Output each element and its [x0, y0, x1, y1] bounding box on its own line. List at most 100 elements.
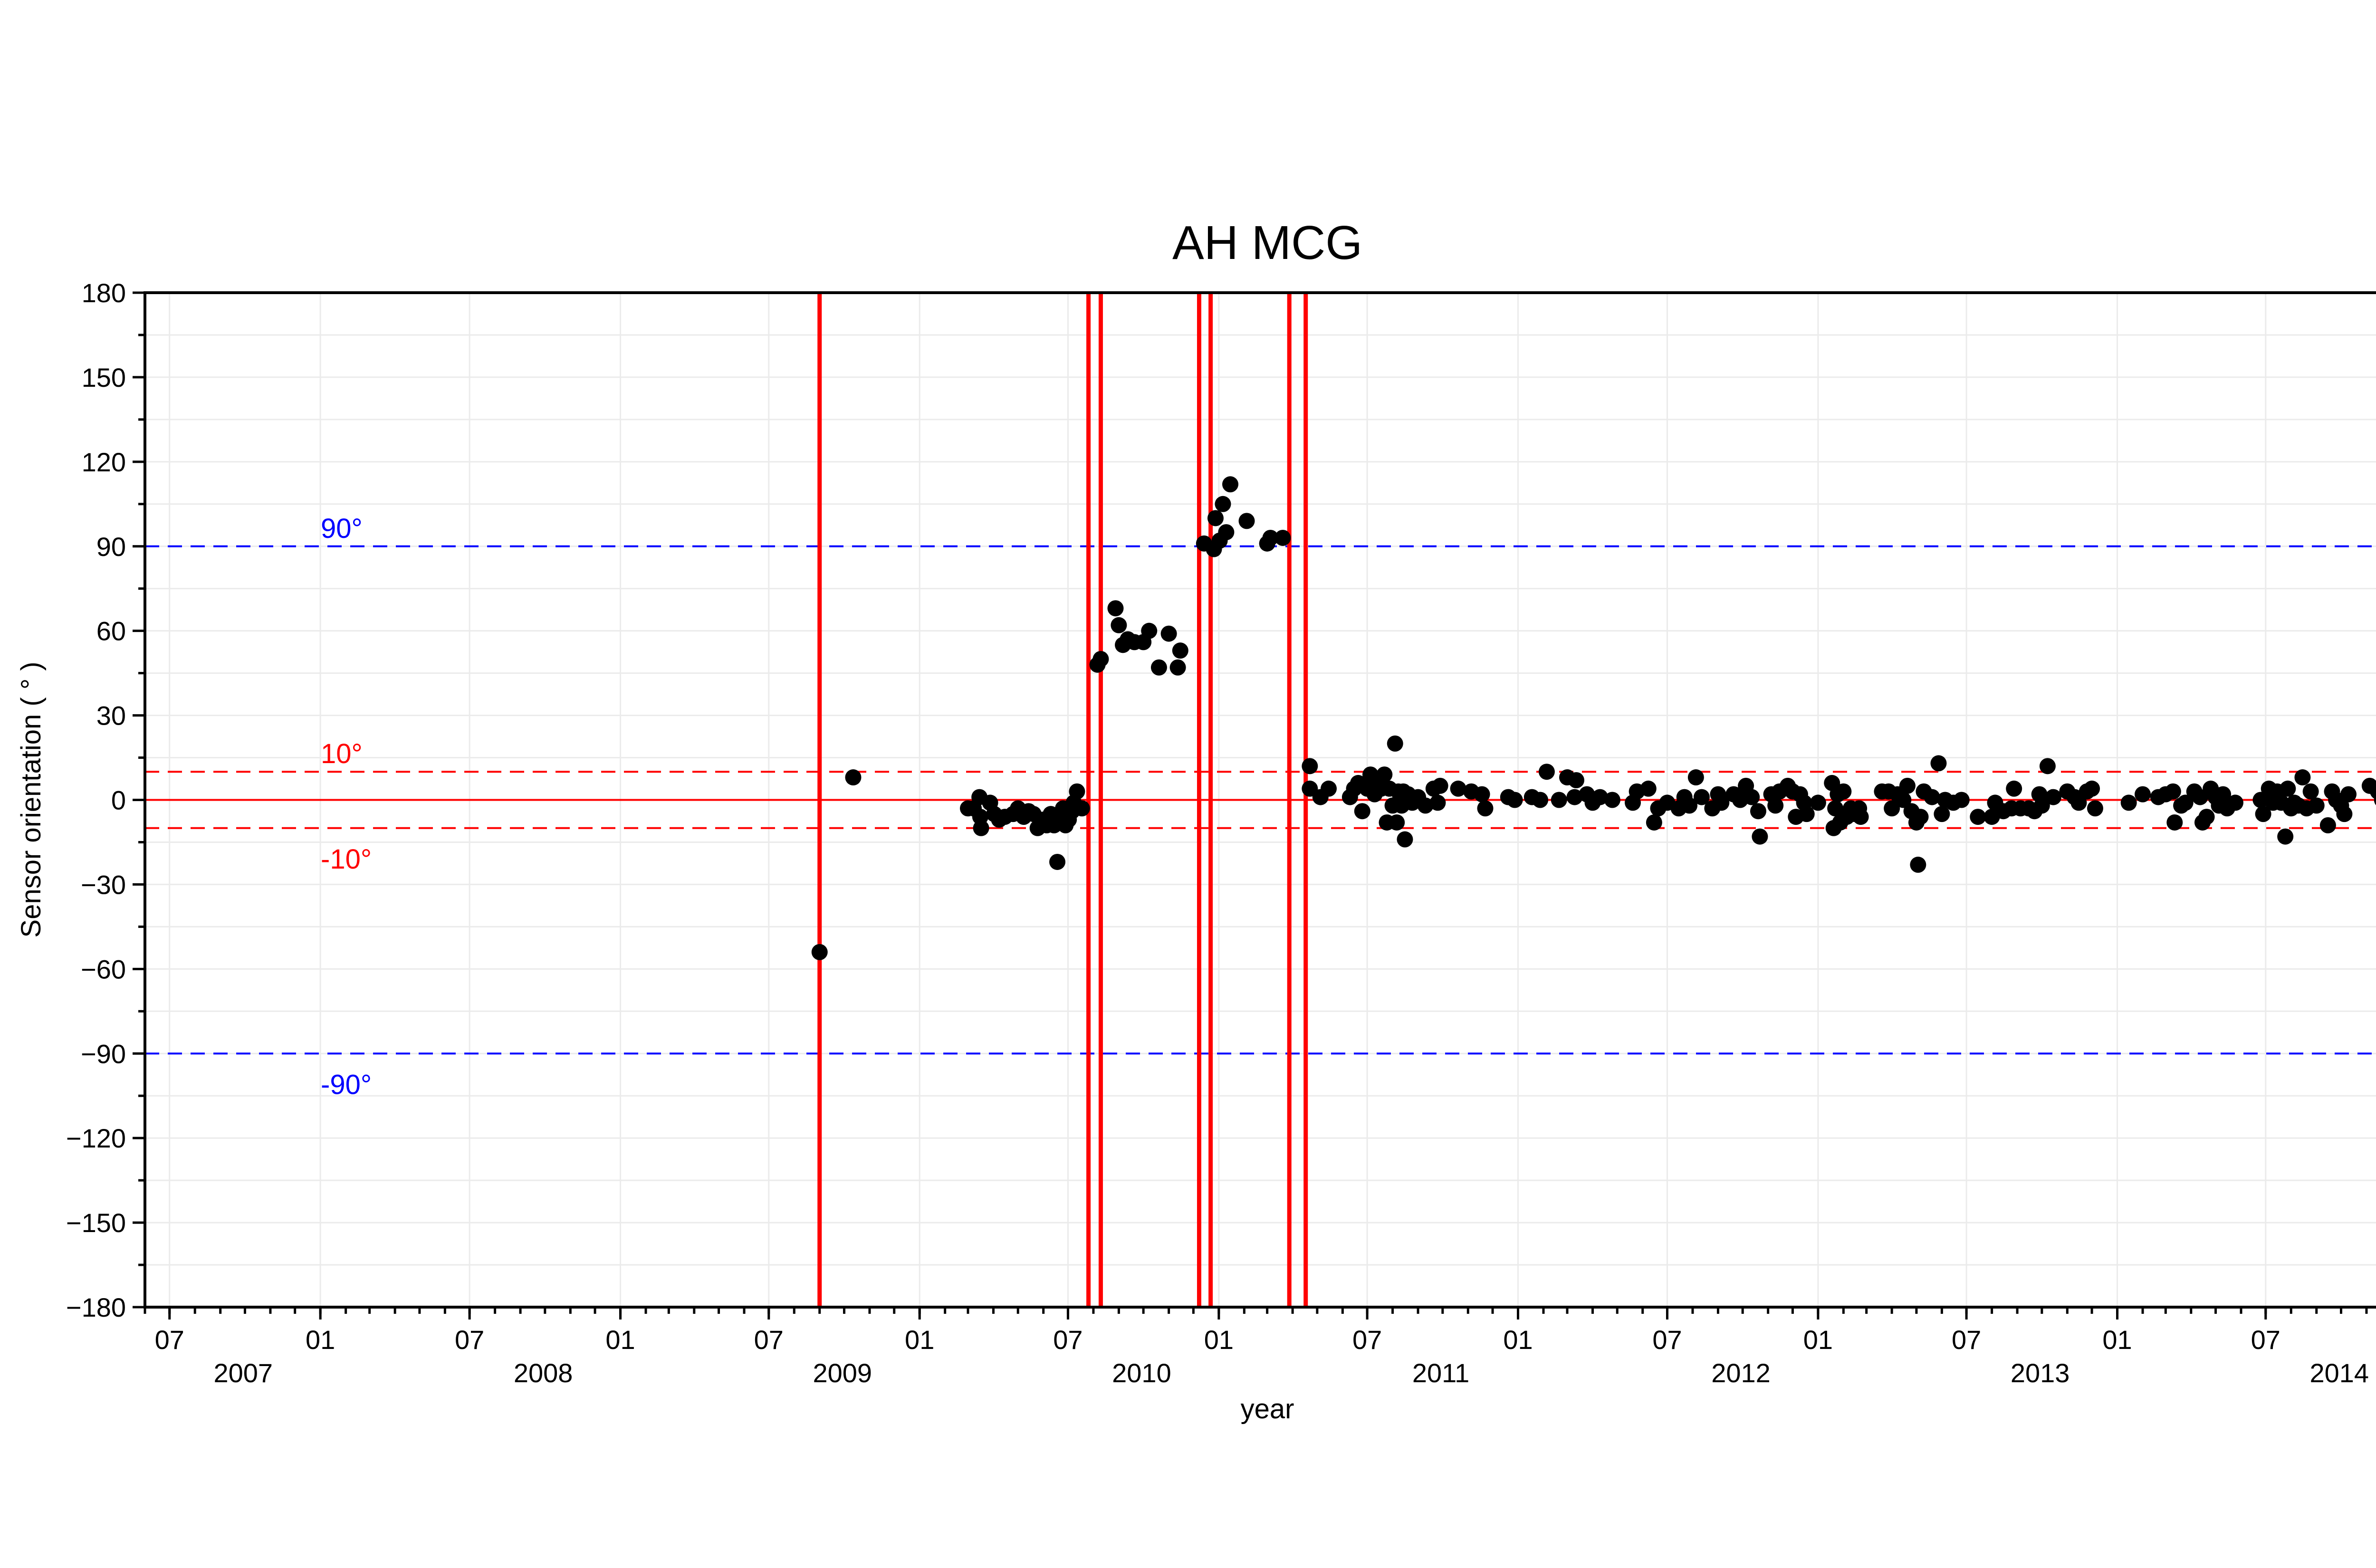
x-tick-year-label: 2008: [514, 1358, 573, 1388]
data-point: [1238, 513, 1255, 529]
data-point: [1111, 617, 1127, 633]
data-point: [2308, 797, 2325, 814]
x-tick-year-label: 2012: [1711, 1358, 1771, 1388]
data-point: [1538, 764, 1555, 780]
data-point: [1207, 510, 1224, 526]
data-point: [1417, 797, 1434, 814]
x-tick-month-label: 01: [2102, 1325, 2132, 1355]
x-tick-year-label: 2009: [813, 1358, 872, 1388]
data-point: [2033, 797, 2050, 814]
y-tick-label: −60: [81, 954, 126, 984]
data-point: [2070, 794, 2087, 811]
data-point: [1752, 828, 1768, 845]
x-axis-label: year: [1241, 1394, 1294, 1425]
data-point: [1107, 600, 1124, 617]
y-tick-label: −90: [81, 1039, 126, 1069]
data-point: [2006, 780, 2022, 797]
data-point: [1141, 622, 1158, 639]
data-point: [1895, 792, 1912, 808]
x-tick-month-label: 01: [306, 1325, 335, 1355]
x-tick-month-label: 01: [1503, 1325, 1533, 1355]
data-point: [811, 944, 828, 960]
y-tick-label: −120: [66, 1123, 126, 1153]
data-point: [1640, 780, 1657, 797]
data-point: [1884, 800, 1900, 817]
data-point: [2280, 780, 2296, 797]
data-point: [1450, 780, 1466, 797]
data-point: [1912, 809, 1929, 825]
data-point: [1262, 529, 1279, 546]
data-point: [2294, 769, 2311, 786]
data-point: [1767, 797, 1784, 814]
y-tick-label: 180: [82, 278, 126, 308]
x-tick-year-label: 2014: [2309, 1358, 2369, 1388]
x-tick-year-label: 2011: [1412, 1358, 1469, 1388]
data-point: [1852, 809, 1869, 825]
data-point: [2120, 794, 2137, 811]
x-tick-month-label: 07: [2251, 1325, 2280, 1355]
data-point: [2370, 784, 2376, 800]
reference-line-label: 90°: [321, 513, 363, 544]
data-point: [1681, 797, 1698, 814]
x-tick-month-label: 01: [605, 1325, 635, 1355]
data-point: [1532, 792, 1549, 808]
data-point: [1934, 806, 1950, 822]
y-tick-label: −180: [66, 1292, 126, 1322]
x-tick-year-label: 2007: [213, 1358, 273, 1388]
data-point: [1604, 792, 1620, 808]
data-point: [1474, 786, 1490, 803]
x-tick-month-label: 01: [1803, 1325, 1833, 1355]
data-point: [1930, 755, 1947, 772]
x-tick-month-label: 07: [1952, 1325, 1981, 1355]
data-point: [1810, 794, 1826, 811]
data-point: [1389, 814, 1405, 831]
x-tick-month-label: 07: [155, 1325, 184, 1355]
data-point: [2087, 800, 2103, 817]
data-point: [2340, 786, 2357, 803]
x-tick-month-label: 01: [1204, 1325, 1234, 1355]
data-point: [2374, 794, 2376, 805]
x-tick-month-label: 01: [905, 1325, 934, 1355]
data-point: [1150, 659, 1167, 676]
y-tick-label: 90: [96, 532, 126, 562]
data-point: [1713, 794, 1730, 811]
data-point: [1354, 803, 1370, 820]
data-point: [2166, 814, 2183, 831]
x-tick-month-label: 07: [754, 1325, 784, 1355]
data-point: [1302, 758, 1318, 774]
data-point: [1215, 496, 1231, 512]
data-point: [2302, 783, 2319, 800]
data-point: [1092, 650, 1109, 667]
data-point: [2252, 792, 2269, 808]
data-point: [1429, 794, 1446, 811]
y-axis-label: Sensor orientation ( ° ): [16, 662, 47, 938]
data-point: [1387, 735, 1403, 752]
data-point: [1744, 789, 1760, 805]
reference-lines: 90° -90° 10° -10°: [145, 513, 2376, 1100]
grid: [145, 293, 2376, 1307]
data-point: [1506, 792, 1523, 808]
y-tick-label: 0: [111, 785, 126, 815]
data-point: [973, 820, 989, 836]
y-tick-label: 60: [96, 616, 126, 646]
event-lines: [817, 293, 1308, 1307]
data-point: [2277, 828, 2294, 845]
x-tick-year-label: 2013: [2011, 1358, 2070, 1388]
data-point: [2319, 817, 2336, 833]
data-point: [1274, 529, 1291, 546]
data-point: [1551, 792, 1567, 808]
data-point: [1172, 642, 1188, 659]
data-point: [1477, 800, 1494, 817]
data-point: [1069, 783, 1085, 800]
data-point: [1169, 659, 1186, 676]
data-point: [1899, 777, 1916, 794]
data-point: [2177, 794, 2194, 811]
x-tick-year-label: 2010: [1112, 1358, 1171, 1388]
data-point: [1592, 789, 1609, 805]
x-tick-month-label: 07: [455, 1325, 484, 1355]
data-point: [1953, 792, 1970, 808]
data-point: [1970, 809, 1986, 825]
data-point: [1693, 789, 1710, 805]
data-point: [1750, 803, 1766, 820]
